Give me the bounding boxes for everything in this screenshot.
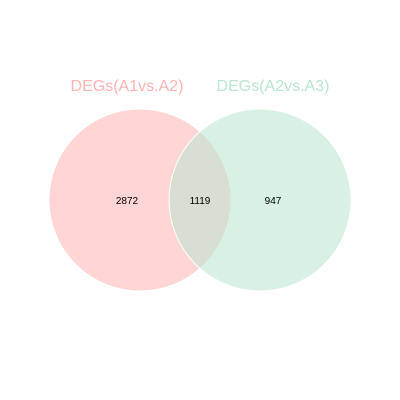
count-overlap: 1119	[190, 196, 211, 207]
set-b-title: DEGs(A2vs.A3)	[217, 78, 330, 95]
count-only-a: 2872	[116, 196, 139, 207]
set-b-circle	[168, 108, 352, 292]
set-a-title: DEGs(A1vs.A2)	[71, 78, 184, 95]
count-only-b: 947	[265, 196, 282, 207]
